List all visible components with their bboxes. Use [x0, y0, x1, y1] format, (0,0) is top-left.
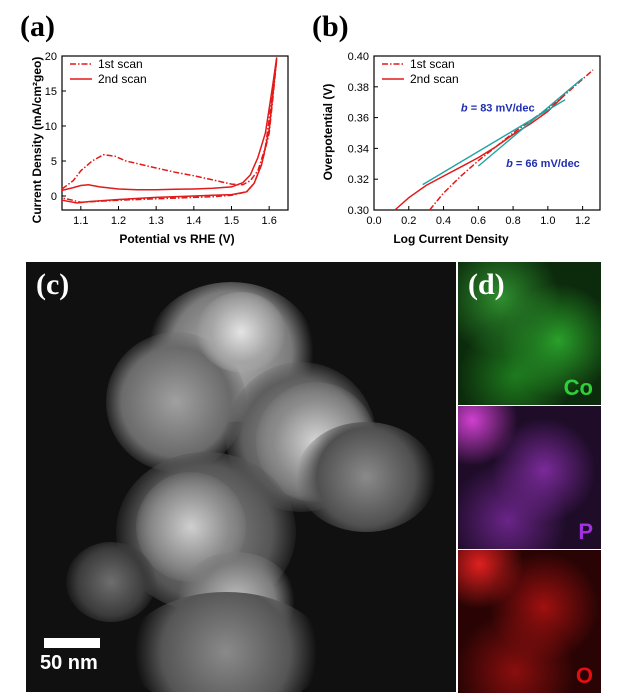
y-tick-label: 0	[51, 191, 57, 203]
panel-label-d: (d)	[468, 268, 505, 301]
y-tick-label: 5	[51, 156, 57, 168]
x-tick-label: 1.4	[186, 215, 201, 227]
x-tick-label: 0.2	[401, 215, 416, 227]
slope-annotation: b = 83 mV/dec	[461, 102, 535, 114]
y-tick-label: 0.30	[348, 205, 369, 217]
series-line-fit-2	[477, 77, 584, 167]
y-tick-label: 20	[45, 51, 57, 63]
y-tick-label: 0.38	[348, 82, 369, 94]
slope-annotation: b = 66 mV/dec	[506, 158, 580, 170]
y-tick-label: 15	[45, 86, 57, 98]
x-tick-label: 1.5	[224, 215, 239, 227]
panel-label-c: (c)	[36, 268, 70, 301]
slope-value: = 83 mV/dec	[468, 102, 535, 114]
plot-frame	[61, 55, 289, 211]
series-line-1st-scan	[429, 69, 594, 211]
x-tick-label: 0.4	[436, 215, 451, 227]
y-tick-label: 10	[45, 121, 57, 133]
slope-symbol: b	[461, 102, 468, 114]
y-tick-label: 0.36	[348, 113, 369, 125]
x-tick-label: 1.1	[73, 215, 88, 227]
chart-b-ylabel: Overpotential (V)	[321, 84, 335, 181]
particle-blob	[126, 592, 326, 692]
chart-a-ylabel-text: Current Density (mA/cm²geo)	[30, 57, 44, 224]
x-tick-label: 0.0	[366, 215, 381, 227]
legend-entry: 1st scan	[410, 57, 455, 71]
y-tick-label: 0.40	[348, 51, 369, 63]
chart-b-tafel: 0.0 0.2 0.4 0.6 0.8 1.0 1.2 0.30 0.32 0.34 0.36 0.3…	[321, 51, 601, 246]
legend-entry: 2nd scan	[410, 72, 459, 86]
slope-value: = 66 mV/dec	[513, 158, 580, 170]
panel-label-b: (b)	[312, 10, 349, 43]
map-label-p: P	[578, 519, 593, 544]
y-tick-label: 0.34	[348, 143, 369, 155]
chart-a-ylabel: Current Density (mA/cm²geo)	[30, 57, 44, 224]
x-tick-label: 1.2	[575, 215, 590, 227]
x-tick-label: 0.8	[505, 215, 520, 227]
x-tick-label: 1.6	[262, 215, 277, 227]
particle-blob	[196, 292, 286, 372]
map-label-o: O	[575, 663, 593, 688]
map-label-co: Co	[563, 375, 593, 400]
series-line-2nd-scan	[394, 93, 566, 211]
scale-bar	[44, 638, 100, 648]
scale-bar-label: 50 nm	[40, 652, 98, 674]
x-tick-label: 1.3	[149, 215, 164, 227]
stem-micrograph: (c) 50 nm	[26, 262, 456, 692]
eds-maps: Co P O (d)	[458, 262, 601, 694]
series-line-2nd-scan	[61, 57, 278, 204]
particle-blob	[66, 542, 156, 622]
eds-map-o: O	[458, 550, 601, 693]
series-line-fit-3	[422, 99, 566, 186]
x-tick-label: 0.6	[471, 215, 486, 227]
particle-blob	[296, 422, 436, 532]
legend-entry: 1st scan	[98, 57, 143, 71]
legend-entry: 2nd scan	[98, 72, 147, 86]
eds-map-p: P	[458, 406, 601, 549]
eds-map-co: Co	[458, 262, 601, 405]
y-tick-label: 0.32	[348, 174, 369, 186]
plot-frame	[373, 55, 601, 211]
slope-symbol: b	[506, 158, 513, 170]
chart-a-xlabel: Potential vs RHE (V)	[119, 232, 234, 246]
chart-b-xlabel: Log Current Density	[393, 232, 509, 246]
x-tick-label: 1.0	[540, 215, 555, 227]
x-tick-label: 1.2	[111, 215, 126, 227]
panel-label-a: (a)	[20, 10, 55, 43]
